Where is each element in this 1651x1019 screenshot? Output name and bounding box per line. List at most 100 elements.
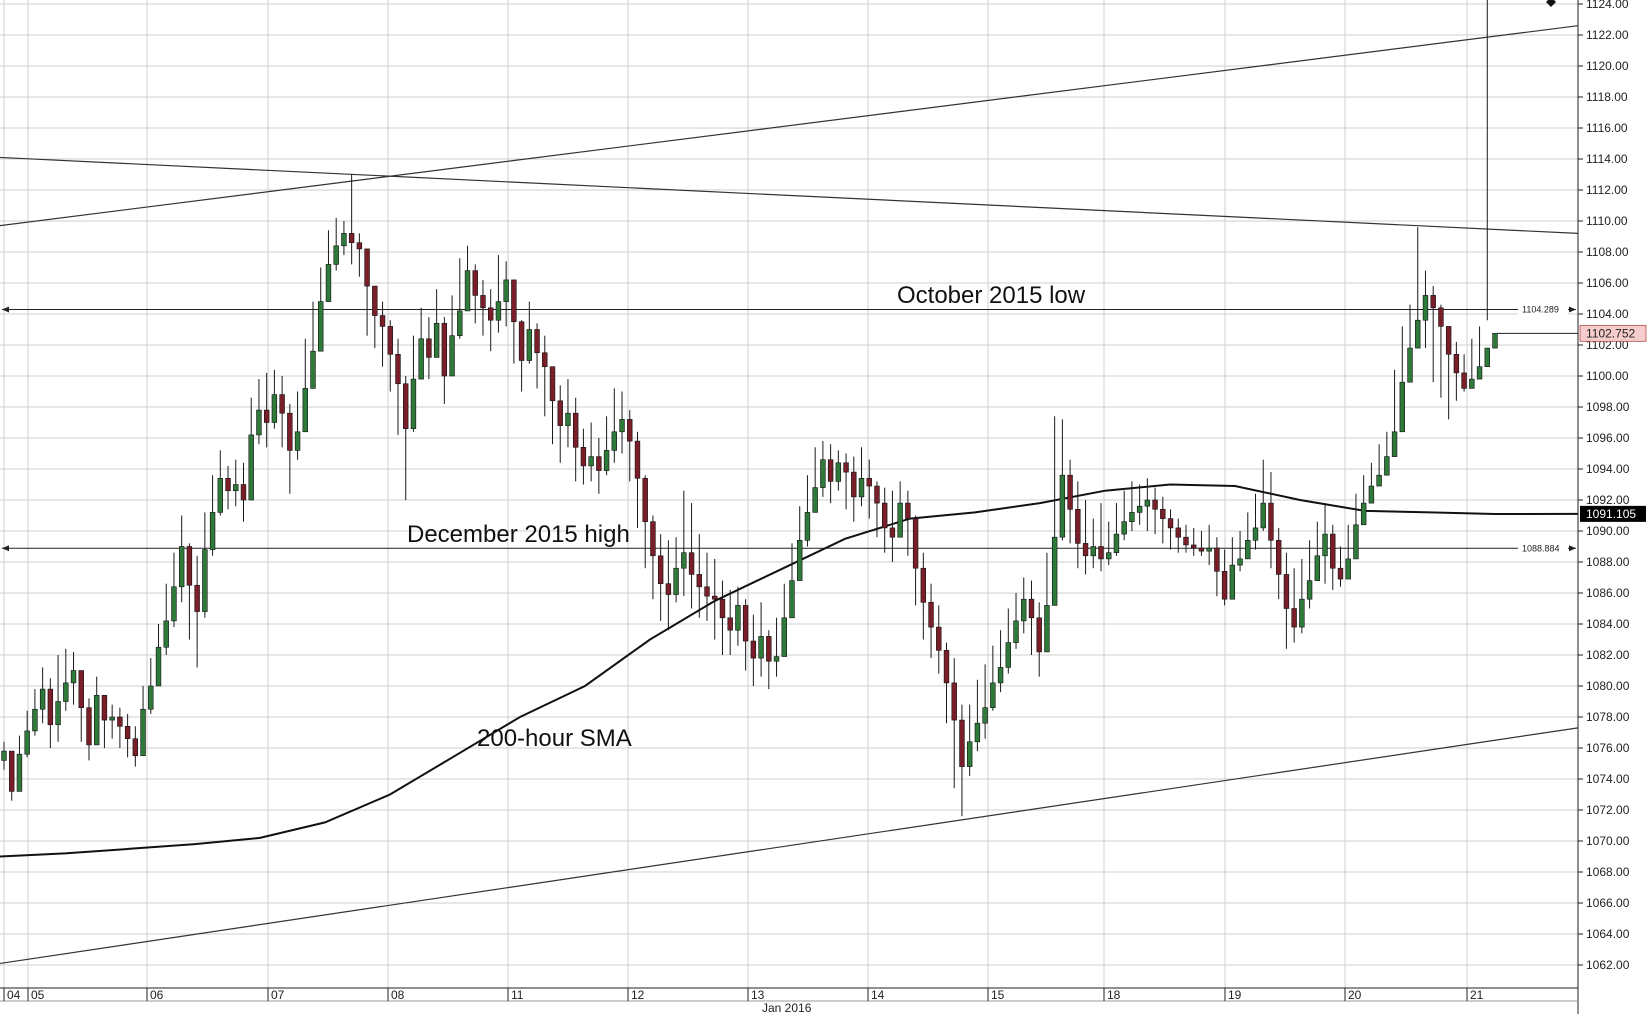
candle-body-up (55, 701, 61, 726)
candle-body-up (588, 456, 594, 467)
candle-body-up (1391, 431, 1398, 457)
candle-body-down (1337, 567, 1344, 580)
candle-body-down (1152, 499, 1158, 510)
candle-body-down (719, 598, 726, 619)
y-tick-label: 1086.00 (1586, 586, 1630, 600)
candle-body-up (990, 682, 996, 709)
candle-body-up (1368, 485, 1375, 504)
candle-body-up (155, 646, 162, 687)
sma-series (0, 483, 1579, 858)
candle-body-up (1059, 474, 1066, 538)
candle-body-up (457, 310, 463, 336)
candle-body-down (1453, 353, 1460, 374)
candle-body-down (1291, 608, 1297, 628)
candle-body-down (657, 555, 664, 584)
candle-body-up (1237, 558, 1243, 566)
candle-body-down (943, 650, 950, 684)
candle-body-down (881, 502, 888, 529)
trendline-upper-falling (0, 156, 1579, 234)
candle-body-down (441, 322, 448, 377)
candle-body-up (310, 350, 316, 389)
candle-body-up (1245, 539, 1251, 560)
candle-body-up (1484, 347, 1490, 368)
candle-body-up (982, 707, 988, 724)
candle-body-up (1422, 295, 1429, 321)
candle-body-down (712, 595, 718, 600)
level-arrow-right (1569, 545, 1576, 552)
candle-body-up (603, 450, 610, 471)
candle-body-up (966, 741, 973, 767)
candle-body-down (1036, 617, 1042, 653)
x-tick-label: 18 (1107, 988, 1121, 1002)
y-tick-label: 1122.00 (1586, 28, 1629, 42)
candle-body-up (804, 512, 811, 541)
candle-body-down (194, 584, 200, 612)
x-tick-label: 14 (871, 988, 885, 1002)
candle-body-down (9, 750, 15, 792)
y-tick-label: 1124.00 (1586, 0, 1629, 11)
y-tick-label: 1114.00 (1586, 152, 1628, 166)
annotations: October 2015 low December 2015 high 200-ho… (407, 282, 1086, 752)
candle-body-up (140, 708, 146, 757)
candle-body-down (1191, 544, 1197, 549)
candle-body-down (379, 315, 386, 327)
candle-body-up (1144, 499, 1151, 507)
x-tick-label: 11 (511, 988, 524, 1002)
level-arrow-left (2, 545, 9, 552)
candle-body-up (1, 750, 7, 761)
y-tick-label: 1088.00 (1586, 555, 1630, 569)
candle-body-down (263, 409, 270, 423)
candle-body-up (1306, 580, 1313, 600)
candle-body-up (1469, 378, 1475, 389)
candle-body-up (1013, 620, 1019, 643)
y-tick-label: 1108.00 (1586, 245, 1629, 259)
y-tick-label: 1092.00 (1586, 493, 1630, 507)
candle-body-down (1028, 598, 1035, 619)
candle-body-down (287, 412, 293, 451)
candle-body-up (820, 459, 826, 488)
candle-body-up (171, 586, 177, 622)
level-arrow-right (1569, 306, 1576, 313)
candle-body-down (132, 738, 139, 757)
candle-body-down (511, 279, 517, 323)
candle-body-down (766, 636, 772, 662)
horizontal-levels: 1104.289 1088.884 (2, 303, 1576, 554)
candle-body-up (1106, 552, 1112, 560)
candle-body-up (410, 378, 417, 430)
y-tick-label: 1062.00 (1586, 958, 1630, 972)
candle-body-up (256, 409, 262, 436)
candle-body-down (596, 456, 602, 471)
candle-body-down (843, 462, 849, 473)
candle-body-down (750, 640, 757, 659)
trendline-upper-rising (0, 25, 1579, 227)
candle-body-down (186, 546, 193, 586)
y-tick-label: 1066.00 (1586, 896, 1630, 910)
candle-body-down (959, 719, 965, 767)
candle-body-up (94, 694, 100, 746)
y-tick-label: 1084.00 (1586, 617, 1630, 631)
y-tick-label: 1076.00 (1586, 741, 1630, 755)
candle-body-down (480, 295, 486, 309)
candle-body-down (387, 326, 393, 355)
candle-body-up (835, 462, 842, 482)
candle-body-down (580, 446, 587, 467)
candle-body-down (225, 477, 231, 491)
candle-body-up (1353, 524, 1359, 560)
candle-body-down (1430, 295, 1436, 309)
candle-body-down (936, 626, 942, 651)
y-tick-label: 1110.00 (1586, 214, 1628, 228)
candle-body-up (1136, 505, 1143, 513)
y-tick-label: 1082.00 (1586, 648, 1630, 662)
candle-body-down (1330, 533, 1336, 569)
candle-body-down (874, 485, 880, 504)
candle-body-up (1229, 564, 1236, 600)
candle-body-down (86, 707, 92, 746)
x-tick-label: 06 (150, 988, 164, 1002)
x-tick-label: 13 (751, 988, 765, 1002)
candle-body-down (627, 419, 633, 442)
candle-body-down (1067, 474, 1073, 510)
candle-body-down (905, 502, 911, 519)
